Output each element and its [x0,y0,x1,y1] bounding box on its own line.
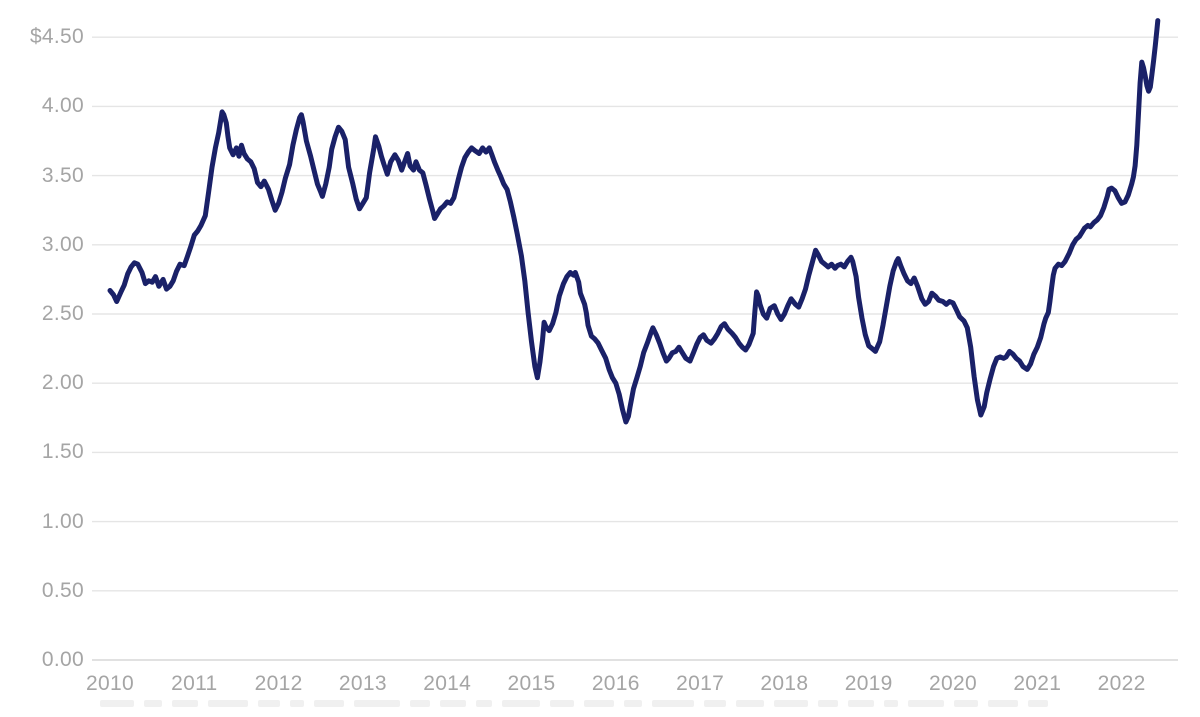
cropped-caption-fragment [652,700,694,707]
x-axis-tick-label: 2016 [591,672,640,695]
cropped-caption-text [100,700,1140,717]
x-axis-tick-label: 2013 [338,672,387,695]
cropped-caption-fragment [550,700,574,707]
y-axis-tick-label: 2.00 [41,371,84,395]
y-axis-tick-label: 1.50 [41,440,84,464]
x-axis-tick-label: 2018 [760,672,809,695]
cropped-caption-fragment [954,700,978,707]
y-axis-tick-label: $4.50 [29,25,84,49]
cropped-caption-fragment [440,700,466,707]
cropped-caption-fragment [172,700,198,707]
cropped-caption-fragment [908,700,944,707]
x-axis-tick-label: 2021 [1013,672,1062,695]
x-axis-tick-label: 2014 [423,672,472,695]
price-line-series [107,18,1161,425]
cropped-caption-fragment [988,700,1018,707]
series-line-price-usd [107,18,1161,425]
cropped-caption-fragment [584,700,614,707]
x-axis-tick-label: 2020 [929,672,977,695]
cropped-caption-fragment [144,700,162,707]
cropped-caption-fragment [502,700,540,707]
cropped-caption-fragment [410,700,430,707]
gridlines [92,36,1178,661]
y-axis-tick-label: 1.00 [41,509,84,533]
cropped-caption-fragment [208,700,248,707]
x-axis-tick-label: 2019 [844,672,893,695]
cropped-caption-fragment [736,700,764,707]
x-axis-tick-label: 2011 [171,672,218,695]
x-axis-tick-label: 2022 [1097,672,1146,695]
cropped-caption-fragment [774,700,808,707]
cropped-caption-fragment [314,700,344,707]
x-axis-tick-label: 2010 [86,672,134,695]
cropped-caption-fragment [818,700,838,707]
cropped-caption-fragment [354,700,400,707]
cropped-caption-fragment [290,700,304,707]
y-axis-tick-label: 3.50 [41,163,84,187]
cropped-caption-fragment [848,700,874,707]
y-axis-tick-label: 0.00 [41,648,84,671]
y-axis-tick-label: 3.00 [41,232,84,256]
cropped-caption-fragment [884,700,898,707]
x-axis-tick-label: 2012 [254,672,303,695]
cropped-caption-fragment [1028,700,1048,707]
cropped-caption-fragment [624,700,642,707]
x-axis-tick-label: 2017 [676,672,725,695]
cropped-caption-fragment [258,700,280,707]
y-axis-tick-label: 2.50 [41,302,84,325]
cropped-caption-fragment [704,700,726,707]
cropped-caption-fragment [100,700,134,707]
y-axis-tick-label: 0.50 [41,578,84,602]
y-axis-tick-label: 4.00 [41,94,84,118]
cropped-caption-fragment [476,700,492,707]
x-axis-tick-label: 2015 [507,672,556,695]
